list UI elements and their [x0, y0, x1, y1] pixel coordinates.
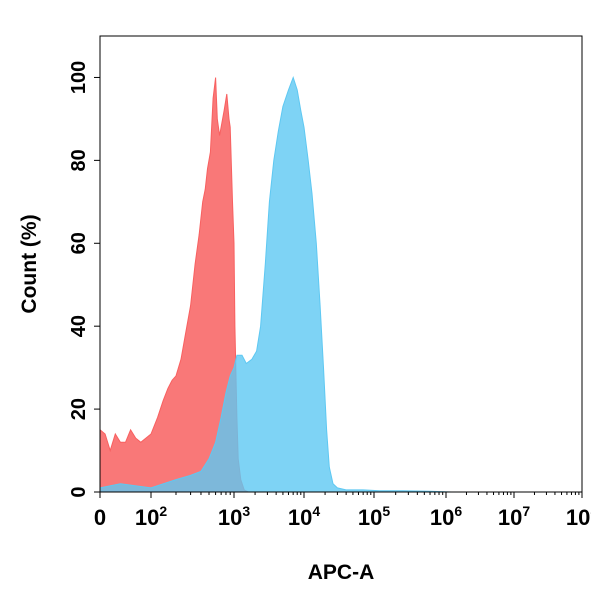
y-tick-label: 60 [68, 232, 90, 254]
x-tick-label: 108 [566, 503, 591, 530]
plot-area [99, 75, 452, 493]
x-tick-label: 0 [94, 505, 106, 530]
x-tick-label: 104 [288, 503, 320, 530]
y-axis-ticks: 0 20 40 60 80 100 [68, 61, 100, 498]
y-tick-label: 40 [68, 315, 90, 337]
plot-frame [99, 35, 583, 493]
x-axis-ticks: 0 102 103 104 105 106 107 108 [94, 492, 591, 530]
x-tick-label: 105 [358, 503, 390, 530]
y-axis-title: Count (%) [18, 214, 41, 313]
y-tick-label: 20 [68, 398, 90, 420]
y-tick-label: 0 [68, 486, 90, 497]
y-tick-label: 80 [68, 149, 90, 171]
y-tick-label: 100 [68, 61, 90, 94]
x-tick-label: 102 [135, 503, 167, 530]
x-tick-label: 106 [430, 503, 462, 530]
histogram-area-series-2 [99, 75, 452, 493]
x-tick-label: 103 [218, 503, 250, 530]
x-tick-label: 107 [498, 503, 530, 530]
x-axis-title: APC-A [308, 561, 375, 584]
